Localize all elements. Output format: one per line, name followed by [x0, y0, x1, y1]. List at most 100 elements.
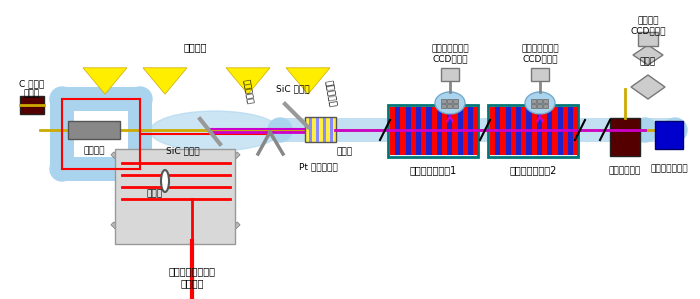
Bar	[316, 117, 319, 142]
Bar	[111, 222, 125, 236]
Bar	[441, 99, 446, 103]
Ellipse shape	[436, 92, 464, 120]
Text: アンジュレータ2: アンジュレータ2	[510, 165, 556, 175]
Text: 分光器用
CCDカメラ: 分光器用 CCDカメラ	[630, 16, 666, 36]
Bar	[395, 107, 400, 155]
Bar	[390, 107, 395, 155]
Bar	[330, 117, 333, 142]
Bar	[437, 107, 442, 155]
Text: SiC ミラー: SiC ミラー	[166, 147, 200, 155]
Bar	[558, 107, 563, 155]
Bar	[610, 118, 640, 156]
Bar	[490, 107, 495, 155]
Bar	[655, 121, 683, 149]
Text: SiC ミラー: SiC ミラー	[276, 85, 310, 94]
Bar	[500, 107, 505, 155]
Bar	[305, 117, 336, 142]
Bar	[441, 68, 459, 81]
Bar	[638, 32, 658, 46]
Text: チタンサファイヤ
レーザー: チタンサファイヤ レーザー	[169, 266, 216, 288]
Ellipse shape	[526, 92, 554, 120]
Text: 分光器: 分光器	[640, 57, 656, 66]
Bar	[463, 107, 468, 155]
Bar	[426, 107, 432, 155]
Bar	[511, 107, 516, 155]
Bar	[531, 107, 537, 155]
Text: アンジュレータ1: アンジュレータ1	[410, 165, 456, 175]
Bar	[552, 107, 558, 155]
Bar	[452, 107, 458, 155]
Ellipse shape	[663, 118, 687, 142]
Bar	[50, 99, 74, 169]
Bar	[573, 107, 578, 155]
Polygon shape	[286, 68, 330, 94]
Bar	[68, 121, 120, 139]
Bar	[488, 105, 578, 157]
Bar	[411, 107, 416, 155]
Bar	[568, 107, 573, 155]
Bar	[543, 104, 548, 108]
Polygon shape	[226, 68, 270, 94]
Ellipse shape	[50, 157, 74, 181]
Bar	[115, 149, 235, 244]
Ellipse shape	[150, 111, 280, 151]
Bar	[495, 107, 500, 155]
Ellipse shape	[128, 157, 152, 181]
Bar	[333, 117, 337, 142]
Text: Pt 凹面ミラー: Pt 凹面ミラー	[299, 162, 337, 172]
Text: ビームモニタ用
CCDカメラ: ビームモニタ用 CCDカメラ	[522, 44, 559, 64]
Bar	[537, 99, 542, 103]
Bar	[323, 117, 326, 142]
Bar	[421, 107, 426, 155]
Bar	[442, 107, 447, 155]
Ellipse shape	[161, 170, 169, 192]
Text: ビームダンプ: ビームダンプ	[609, 167, 641, 176]
Text: 分光器: 分光器	[337, 147, 353, 156]
Bar	[563, 107, 568, 155]
Bar	[458, 107, 463, 155]
Bar	[62, 87, 140, 111]
Bar	[309, 117, 312, 142]
Bar	[453, 99, 458, 103]
Bar	[453, 104, 458, 108]
Text: C バンド
加速器: C バンド 加速器	[20, 79, 45, 99]
Bar	[312, 117, 316, 142]
Polygon shape	[633, 45, 663, 65]
Text: ガスセル: ガスセル	[83, 147, 105, 155]
Ellipse shape	[633, 118, 657, 142]
Bar	[542, 107, 547, 155]
Bar	[441, 104, 446, 108]
Bar	[416, 107, 421, 155]
Bar	[473, 107, 478, 155]
Polygon shape	[83, 68, 127, 94]
Bar	[388, 105, 478, 157]
Bar	[526, 107, 531, 155]
Bar	[319, 117, 323, 142]
Bar	[547, 107, 552, 155]
Bar	[468, 107, 473, 155]
Text: ビームモニタ用
CCDカメラ: ビームモニタ用 CCDカメラ	[431, 44, 469, 64]
Bar	[280, 118, 675, 142]
Bar	[326, 117, 330, 142]
Bar	[543, 99, 548, 103]
Bar	[226, 152, 240, 166]
Bar	[226, 222, 240, 236]
Bar	[111, 152, 125, 166]
Ellipse shape	[525, 92, 555, 114]
Text: シケイン: シケイン	[183, 42, 206, 52]
Text: 高次高調波: 高次高調波	[241, 79, 255, 105]
Text: レンズ: レンズ	[147, 190, 163, 199]
Bar	[505, 107, 511, 155]
Bar	[447, 99, 452, 103]
Bar	[531, 104, 536, 108]
Bar	[20, 96, 44, 114]
Bar	[516, 107, 522, 155]
Bar	[531, 99, 536, 103]
Bar	[522, 107, 526, 155]
Bar	[537, 104, 542, 108]
Bar	[305, 117, 309, 142]
Bar	[432, 107, 437, 155]
Bar	[537, 107, 542, 155]
Bar	[62, 157, 140, 181]
Bar	[128, 99, 152, 169]
